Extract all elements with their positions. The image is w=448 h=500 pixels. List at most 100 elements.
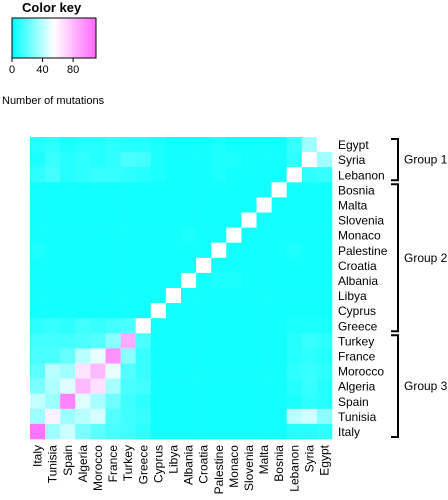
heatmap-cell [105,393,121,410]
heatmap-cell [30,318,46,334]
heatmap-cell [135,303,152,319]
heatmap-cell [226,212,242,228]
column-label: Palestine [212,445,226,495]
heatmap-cell [75,333,91,349]
heatmap-cell [316,242,333,259]
heatmap-cell [301,288,318,304]
heatmap-cell [45,363,61,379]
heatmap-cell [60,423,76,440]
heatmap-cell [30,227,46,243]
color-key-step [50,18,53,58]
color-key-step [66,18,69,58]
heatmap-cell [271,152,287,168]
heatmap-cell [271,393,287,410]
heatmap-cell [105,197,121,213]
heatmap-cell [120,348,136,364]
heatmap-cell [301,137,318,153]
heatmap-cell [316,363,333,379]
column-label: Algeria [76,445,90,483]
heatmap-cell [241,152,257,168]
heatmap-cell [181,167,197,183]
heatmap-cell [226,167,242,183]
column-label: Syria [302,445,316,473]
heatmap-cell [105,182,121,198]
color-key-step [14,18,17,58]
row-label: Turkey [338,334,374,348]
heatmap-cell [90,408,106,425]
heatmap-cell [90,363,106,379]
heatmap-cell [181,137,197,153]
color-key-step [72,18,75,58]
heatmap-cell [196,152,212,168]
heatmap-cell [241,363,257,379]
heatmap-cell [301,363,318,379]
heatmap-cell [226,182,242,198]
heatmap-cell [120,288,136,304]
heatmap-cell [75,393,91,410]
color-key-step [36,18,39,58]
color-key-step [76,18,79,58]
color-key-step [44,18,47,58]
heatmap-cell [256,197,272,213]
color-key-gradient [12,18,97,58]
column-label: Egypt [317,444,331,475]
heatmap-cell [135,378,152,394]
heatmap-cell [150,272,167,289]
heatmap-cell [211,333,227,349]
heatmap-cell [211,227,227,243]
heatmap-cell [60,242,76,259]
column-label: Cyprus [151,445,165,483]
heatmap-cell [45,272,61,289]
heatmap-cell [150,227,167,243]
heatmap-cell [75,257,91,274]
heatmap-cell [301,303,318,319]
heatmap-cell [271,363,287,379]
heatmap-cell [211,288,227,304]
heatmap-cell [181,423,197,440]
heatmap-cell [241,197,257,213]
heatmap-cell [256,333,272,349]
heatmap-cell [271,348,287,364]
heatmap-cell [150,182,167,198]
heatmap-cell [286,137,303,153]
color-key-step [48,18,51,58]
row-label: Greece [338,319,378,333]
column-label: Libya [166,445,180,474]
heatmap-cell [75,303,91,319]
heatmap-cell [316,288,333,304]
heatmap-cell [241,272,257,289]
heatmap-cell [45,378,61,394]
heatmap-cell [241,348,257,364]
row-label: Spain [338,395,369,409]
heatmap-cell [196,408,212,425]
heatmap-cell [165,227,182,243]
color-key-step [32,18,35,58]
heatmap-cell [90,348,106,364]
color-key-axis: 0 40 80 [9,58,79,76]
heatmap-cell [165,197,182,213]
row-label: Tunisia [338,410,377,424]
heatmap-cell [301,212,318,228]
heatmap-cell [181,257,197,274]
heatmap-cell [45,408,61,425]
heatmap-cell [301,333,318,349]
color-key-tick-label: 40 [36,64,48,76]
heatmap-cell [165,303,182,319]
heatmap-cell [226,408,242,425]
heatmap-cell [75,378,91,394]
heatmap-cell [30,182,46,198]
color-key-step [94,18,97,58]
heatmap-cell [150,363,167,379]
heatmap-cell [301,227,318,243]
heatmap-cell [241,182,257,198]
heatmap-cell [181,152,197,168]
color-key-step [24,18,27,58]
heatmap-cell [211,167,227,183]
color-key-step [28,18,31,58]
heatmap-cell [60,257,76,274]
heatmap-cell [165,242,182,259]
heatmap-cell [75,318,91,334]
heatmap-cell [241,257,257,274]
heatmap-cell [241,393,257,410]
column-label: Lebanon [287,445,301,492]
